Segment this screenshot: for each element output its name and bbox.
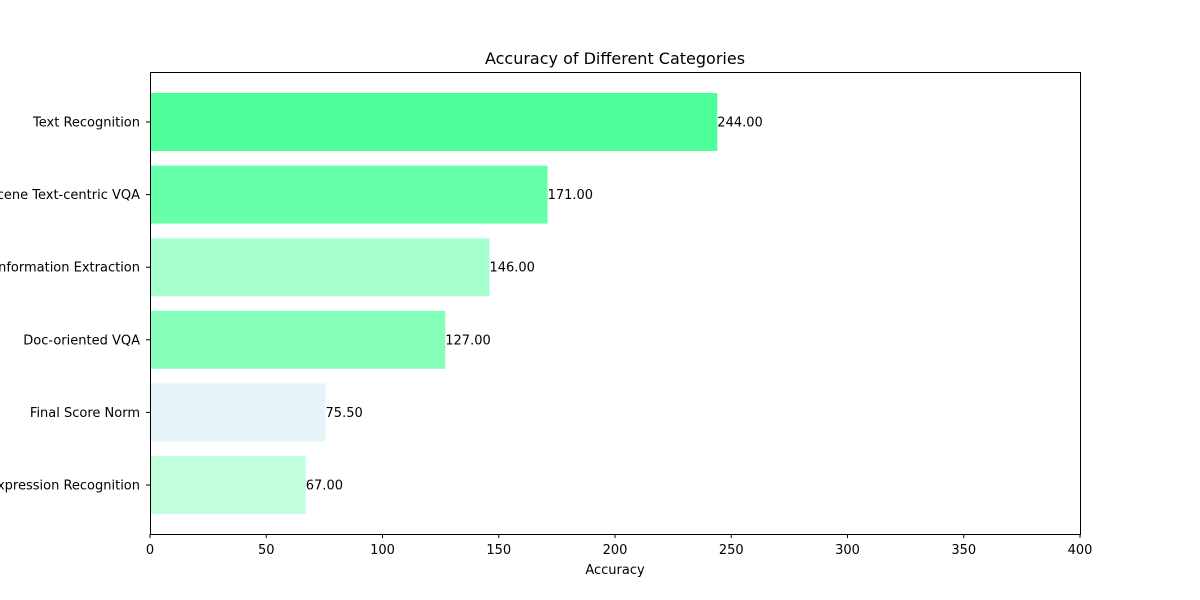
y-tick-label-3: Doc-oriented VQA xyxy=(23,333,140,348)
x-tick-label-8: 400 xyxy=(1068,543,1093,558)
bars-group xyxy=(150,93,718,514)
bar-4 xyxy=(150,383,326,442)
x-axis-label: Accuracy xyxy=(585,563,645,578)
x-tick-label-5: 250 xyxy=(719,543,744,558)
x-axis: 0 50 100 150 200 250 300 350 400 xyxy=(146,534,1093,558)
data-label-2: 146.00 xyxy=(489,261,535,276)
bar-0 xyxy=(150,93,718,151)
x-tick-label-1: 50 xyxy=(258,543,275,558)
plot-frame xyxy=(150,72,1081,535)
y-tick-label-4: Final Score Norm xyxy=(30,406,140,421)
chart-title: Accuracy of Different Categories xyxy=(485,49,745,68)
data-label-1: 171.00 xyxy=(548,188,594,203)
y-axis: Text Recognition Scene Text-centric VQA Ke… xyxy=(0,116,150,494)
x-tick-label-4: 200 xyxy=(603,543,628,558)
x-tick-label-6: 300 xyxy=(835,543,860,558)
x-tick-label-3: 150 xyxy=(486,543,511,558)
y-tick-label-0: Text Recognition xyxy=(32,116,140,131)
y-tick-label-1: Scene Text-centric VQA xyxy=(0,188,140,203)
x-tick-label-2: 100 xyxy=(370,543,395,558)
bar-2 xyxy=(150,238,490,297)
x-tick-label-0: 0 xyxy=(146,543,154,558)
x-tick-label-7: 350 xyxy=(951,543,976,558)
y-tick-label-2: Key Information Extraction xyxy=(0,261,140,276)
data-label-3: 127.00 xyxy=(445,333,491,348)
bar-5 xyxy=(150,456,306,514)
data-label-4: 75.50 xyxy=(326,406,363,421)
bar-1 xyxy=(150,165,548,224)
y-tick-label-5: Handwritten Mathematical Expression Reco… xyxy=(0,479,140,494)
data-labels-group: 244.00 171.00 146.00 127.00 75.50 67.00 xyxy=(306,116,763,494)
data-label-0: 244.00 xyxy=(717,116,763,131)
data-label-5: 67.00 xyxy=(306,479,343,494)
bar-3 xyxy=(150,310,446,369)
